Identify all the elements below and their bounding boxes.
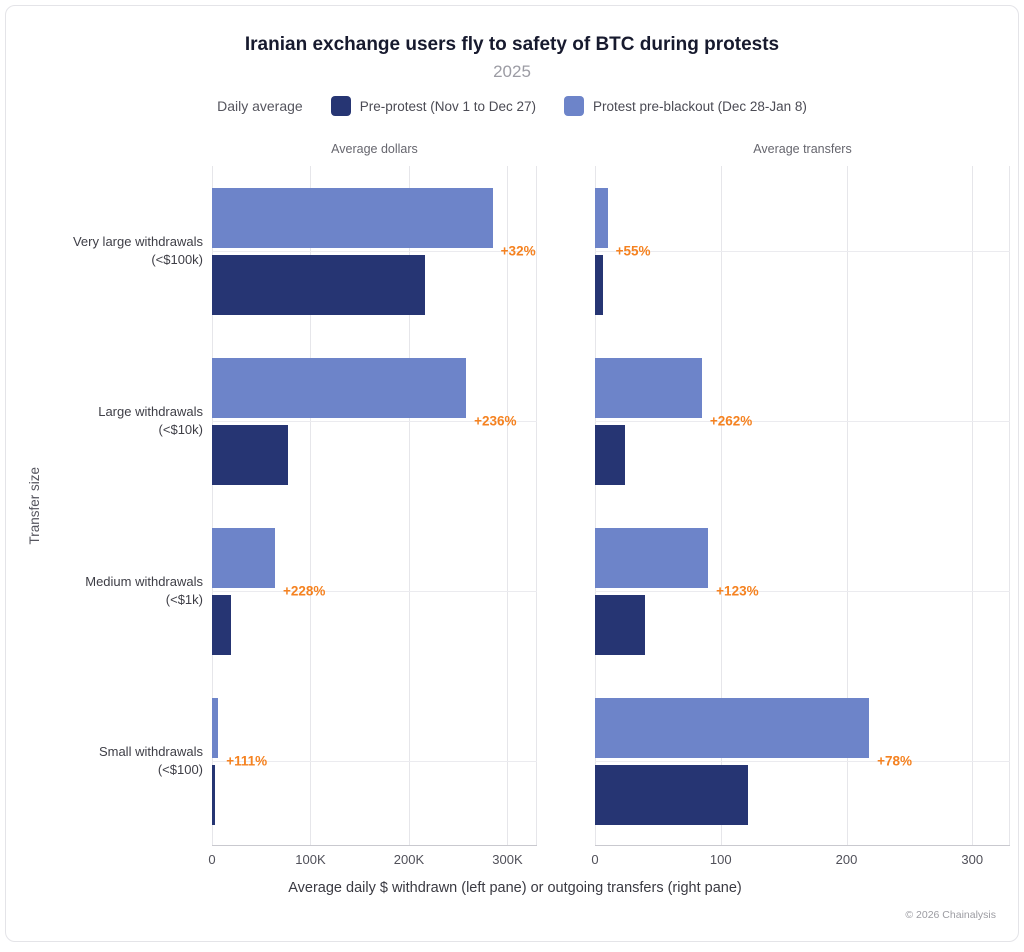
gridline [595,251,1010,252]
x-tick-label: 0 [208,852,216,867]
bar-pre-protest [595,425,625,485]
pct-change-annotation: +123% [716,583,759,599]
bar-group: +236% [212,336,537,506]
chart-title: Iranian exchange users fly to safety of … [244,34,780,55]
pct-change-annotation: +262% [709,413,753,429]
bar-pre-protest [212,765,215,825]
bar-protest [595,188,608,248]
bar-protest [212,358,467,418]
chart-subtitle: 2025 [493,62,531,81]
gridline [595,166,596,845]
bar-protest [212,698,219,758]
bar-pre-protest [212,255,425,315]
x-axis-ticks: 0 100 200 300 [591,846,1010,870]
pane-average-transfers: Average transfers +55% +262% +123% +78% 0 10… [591,142,1010,870]
pane-title: Average dollars [331,142,418,156]
legend-swatch-protest [564,96,585,116]
gridline [212,761,537,762]
copyright-credit: © 2026 Chainalysis [905,909,996,921]
bar-pre-protest [212,425,288,485]
bar-group: +228% [212,506,537,676]
gridline [1009,166,1010,845]
pct-change-annotation: +32% [500,243,536,259]
gridline [536,166,537,845]
gridline [720,166,722,845]
legend-item-protest: Protest pre-blackout (Dec 28-Jan 8) [564,96,807,116]
x-axis-label: Average daily $ withdrawn (left pane) or… [288,880,742,896]
x-tick-label: 300 [961,852,984,867]
chart-area: Transfer size Very large withdrawals (<$… [6,142,1018,896]
bar-group: +262% [595,336,1010,506]
bar-pre-protest [595,765,749,825]
gridline [212,591,537,592]
legend-item-pre-protest: Pre-protest (Nov 1 to Dec 27) [330,96,537,116]
bar-protest [595,698,870,758]
pct-change-annotation: +228% [283,583,326,599]
plot-area: +32% +236% +228% +111% [212,166,537,846]
x-tick-label: 100K [295,852,326,867]
bar-protest [595,528,709,588]
x-tick-label: 0 [591,852,599,867]
bar-pre-protest [595,595,646,655]
pct-change-annotation: +78% [877,753,913,769]
legend: Daily average Pre-protest (Nov 1 to Dec … [6,96,1018,116]
x-axis-ticks: 0 100K 200K 300K [208,846,537,870]
x-tick-label: 200K [393,852,425,867]
gridline [846,166,848,845]
y-axis-label: Transfer size [26,467,42,545]
x-tick-label: 300K [492,852,523,867]
pct-change-annotation: +111% [226,753,268,769]
gridline [972,166,974,845]
pane-gap [537,142,595,870]
category-label: Small withdrawals (<$100) [98,744,203,777]
gridline [408,166,410,845]
y-axis-gutter: Transfer size [12,142,56,870]
bar-group: +78% [595,676,1010,846]
category-label: Very large withdrawals (<$100k) [72,234,203,267]
gridline [212,166,213,845]
bar-pre-protest [212,595,232,655]
legend-swatch-pre-protest [330,96,351,116]
legend-item-label: Protest pre-blackout (Dec 28-Jan 8) [593,98,807,114]
category-label: Large withdrawals (<$10k) [98,404,203,437]
category-label: Medium withdrawals (<$1k) [85,574,203,607]
bar-protest [595,358,702,418]
bar-group: +111% [212,676,537,846]
gridline [595,761,1010,762]
bar-protest [212,188,493,248]
bar-pre-protest [595,255,604,315]
chart-card: Iranian exchange users fly to safety of … [5,5,1019,942]
gridline [507,166,509,845]
legend-item-label: Pre-protest (Nov 1 to Dec 27) [359,98,537,114]
plot-area: +55% +262% +123% +78% [595,166,1010,846]
gridline [212,251,537,252]
category-labels: Very large withdrawals (<$100k) Large wit… [56,142,212,870]
x-tick-label: 200 [835,852,858,867]
legend-title: Daily average [217,98,303,114]
gridline [310,166,312,845]
gridline [595,421,1010,422]
bar-group: +55% [595,166,1010,336]
x-tick-label: 100 [709,852,732,867]
pane-average-dollars: Average dollars +32% +236% +228% +111% 0 100… [208,142,537,870]
gridline [595,591,1010,592]
pct-change-annotation: +55% [615,243,651,259]
gridline [212,421,537,422]
bar-group: +123% [595,506,1010,676]
bar-protest [212,528,276,588]
pct-change-annotation: +236% [474,413,517,429]
bar-group: +32% [212,166,537,336]
chart-grid: Transfer size Very large withdrawals (<$… [12,142,1018,870]
pane-title: Average transfers [753,142,852,156]
